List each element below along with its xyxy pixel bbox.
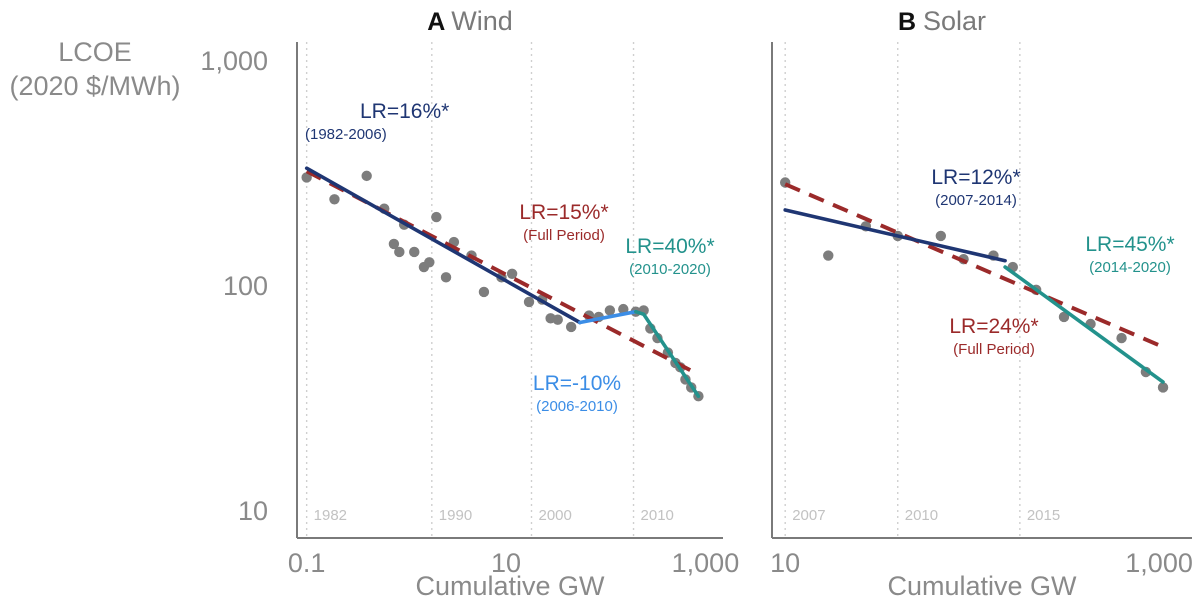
wind-data-point	[523, 296, 535, 308]
wind-lr-period: (2006-2010)	[536, 398, 618, 415]
wind-data-point	[361, 170, 372, 182]
wind-fit-line-segment	[304, 166, 582, 325]
wind-x-axis-title: Cumulative GW	[415, 571, 605, 600]
solar-fit-line-full-period	[784, 182, 1164, 349]
wind-year-label: 1982	[314, 507, 347, 524]
solar-lr-annotation: LR=12%*	[931, 166, 1020, 189]
wind-data-point	[388, 238, 400, 250]
solar-x-tick-label: 10	[770, 548, 800, 578]
wind-lr-annotation: LR=16%*	[360, 100, 449, 123]
solar-panel-title-text: Solar	[923, 6, 986, 36]
wind-panel-letter: A	[427, 8, 451, 36]
wind-data-point	[329, 194, 340, 205]
wind-lr-period: (1982-2006)	[305, 126, 387, 143]
solar-panel-title: B Solar	[898, 6, 986, 36]
wind-panel-title: A Wind	[427, 6, 513, 36]
wind-lr-annotation: LR=15%*	[519, 201, 608, 224]
solar-fit-line-segment	[783, 208, 1007, 263]
wind-fit-line-full-period	[305, 169, 700, 377]
solar-data-point	[823, 250, 834, 261]
y-axis-title-line2: (2020 $/MWh)	[9, 71, 180, 101]
solar-year-label: 2015	[1027, 507, 1060, 524]
solar-lr-period: (2014-2020)	[1089, 259, 1171, 276]
wind-year-label: 2000	[539, 507, 572, 524]
wind-data-point	[301, 172, 312, 183]
wind-x-tick-label: 10	[491, 548, 521, 578]
wind-fit-line-segment	[633, 309, 701, 399]
wind-y-tick-label: 1,000	[200, 46, 268, 76]
wind-x-tick-label: 1,000	[672, 548, 740, 578]
wind-data-point	[394, 246, 405, 258]
solar-lr-annotation: LR=45%*	[1085, 233, 1174, 256]
wind-data-point	[506, 268, 518, 279]
wind-lr-annotation: LR=-10%	[533, 372, 621, 395]
y-axis-title-line1: LCOE	[58, 37, 132, 67]
wind-lr-period: (2010-2020)	[629, 261, 711, 278]
wind-data-point	[431, 211, 442, 223]
solar-fit-line-segment	[1003, 265, 1165, 384]
wind-data-point	[409, 246, 420, 258]
wind-data-point	[618, 303, 629, 315]
wind-data-point	[604, 305, 616, 316]
solar-lr-annotation: LR=24%*	[949, 315, 1038, 338]
solar-lr-period: (Full Period)	[953, 341, 1035, 358]
wind-data-point	[552, 314, 563, 325]
wind-year-label: 2010	[641, 507, 674, 524]
solar-x-axis-title: Cumulative GW	[887, 571, 1077, 600]
solar-panel: 2007 2010 2015 B Solar 10 1,000 Cumulative GW L…	[770, 6, 1193, 600]
solar-data-point	[1116, 332, 1127, 344]
wind-x-tick-label: 0.1	[288, 548, 326, 578]
solar-data-point	[935, 230, 947, 242]
wind-lr-period: (Full Period)	[523, 227, 605, 244]
wind-y-tick-label: 10	[238, 496, 268, 526]
wind-panel-title-text: Wind	[451, 6, 513, 36]
wind-data-point	[424, 257, 435, 268]
solar-data-point	[1058, 311, 1070, 323]
solar-year-label: 2010	[905, 507, 938, 524]
wind-y-tick-label: 100	[223, 271, 268, 301]
wind-lr-annotation: LR=40%*	[625, 235, 714, 258]
wind-fit-line-segment	[578, 309, 638, 325]
wind-data-point	[565, 321, 577, 333]
solar-data-point	[1157, 382, 1169, 393]
wind-year-label: 1990	[439, 507, 472, 524]
solar-lr-period: (2007-2014)	[935, 192, 1017, 209]
solar-year-label: 2007	[792, 507, 825, 524]
wind-data-point	[478, 286, 490, 298]
wind-data-point	[440, 272, 452, 283]
solar-x-tick-label: 1,000	[1125, 548, 1193, 578]
wind-panel: 1982 1990 2000 2010 A Wind 10 100 1,000 0.1 10 1,0…	[200, 6, 739, 600]
solar-panel-letter: B	[898, 8, 923, 36]
